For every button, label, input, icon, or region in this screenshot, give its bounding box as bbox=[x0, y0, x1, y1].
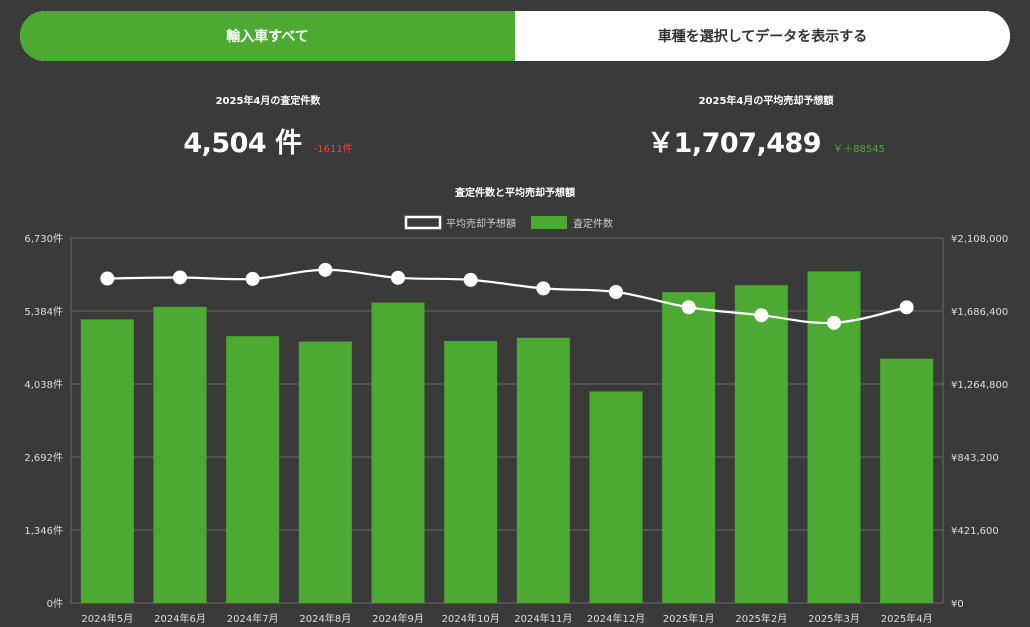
bar bbox=[662, 292, 716, 603]
bar bbox=[226, 336, 280, 603]
price-point bbox=[173, 270, 187, 285]
y-right-tick-label: ¥843,200 bbox=[951, 453, 999, 464]
y-left-tick-label: 4,038件 bbox=[24, 379, 63, 391]
bar bbox=[516, 337, 570, 603]
price-point bbox=[391, 270, 405, 285]
price-point bbox=[245, 271, 260, 286]
chart-title: 査定件数と平均売却予想額 bbox=[454, 186, 575, 199]
all-imports-tab[interactable]: 輸入車すべて bbox=[20, 11, 515, 61]
price-kpi-label: 2025年4月の平均売却予想額 bbox=[698, 96, 834, 107]
y-left-tick-label: 0件 bbox=[47, 598, 63, 610]
x-tick-label: 2024年9月 bbox=[372, 612, 424, 625]
y-right-tick-label: ¥2,108,000 bbox=[951, 234, 1008, 245]
y-right-tick-label: ¥0 bbox=[951, 599, 964, 610]
price-line bbox=[107, 268, 907, 325]
price-point bbox=[827, 315, 841, 330]
price-point bbox=[318, 262, 333, 277]
select-model-tab[interactable]: 車種を選択してデータを表示する bbox=[515, 11, 1010, 61]
price-point bbox=[754, 308, 769, 323]
x-tick-label: 2025年4月 bbox=[881, 612, 933, 625]
bar bbox=[734, 285, 788, 603]
bar bbox=[880, 358, 934, 603]
price-point bbox=[681, 300, 696, 315]
price-point bbox=[100, 271, 115, 286]
legend-label-line: 平均売却予想額 bbox=[446, 217, 516, 230]
y-right-tick-label: ¥421,600 bbox=[951, 526, 999, 537]
x-tick-label: 2024年7月 bbox=[227, 612, 279, 625]
y-left-tick-label: 6,730件 bbox=[24, 233, 63, 245]
price-kpi-value: ￥1,707,489 bbox=[647, 128, 822, 159]
price-point bbox=[463, 272, 478, 287]
x-tick-label: 2024年6月 bbox=[154, 612, 206, 625]
view-toggle: 輸入車すべて 車種を選択してデータを表示する bbox=[20, 11, 1010, 61]
bar bbox=[371, 302, 425, 603]
x-tick-label: 2025年1月 bbox=[663, 612, 715, 625]
x-tick-label: 2024年8月 bbox=[299, 612, 351, 625]
bar bbox=[444, 341, 498, 603]
legend-swatch-bar bbox=[531, 216, 567, 229]
x-tick-label: 2024年5月 bbox=[81, 612, 133, 625]
x-tick-label: 2024年11月 bbox=[514, 612, 572, 625]
legend-label-bar: 査定件数 bbox=[573, 217, 613, 230]
count-kpi-delta: -1611件 bbox=[313, 144, 353, 155]
y-right-tick-label: ¥1,264,800 bbox=[951, 380, 1008, 391]
count-kpi-label: 2025年4月の査定件数 bbox=[215, 96, 321, 107]
price-point bbox=[899, 300, 914, 315]
price-kpi: 2025年4月の平均売却予想額 ￥1,707,489 ￥＋88545 bbox=[616, 92, 916, 160]
count-kpi: 2025年4月の査定件数 4,504 件 -1611件 bbox=[118, 92, 418, 160]
bar bbox=[589, 391, 643, 603]
count-kpi-value: 4,504 件 bbox=[183, 128, 302, 159]
x-tick-label: 2024年12月 bbox=[587, 612, 645, 625]
x-tick-label: 2024年10月 bbox=[442, 612, 500, 625]
y-right-tick-label: ¥1,686,400 bbox=[951, 307, 1008, 318]
y-left-tick-label: 2,692件 bbox=[24, 452, 63, 464]
x-tick-label: 2025年3月 bbox=[808, 612, 860, 625]
y-left-tick-label: 5,384件 bbox=[24, 306, 63, 318]
price-point bbox=[536, 281, 551, 296]
x-tick-label: 2025年2月 bbox=[735, 612, 787, 625]
bar bbox=[298, 341, 352, 603]
bar bbox=[80, 319, 134, 603]
legend-swatch-line bbox=[404, 215, 442, 230]
bar bbox=[153, 306, 207, 603]
price-point bbox=[609, 285, 623, 300]
y-left-tick-label: 1,346件 bbox=[24, 525, 63, 537]
price-kpi-delta: ￥＋88545 bbox=[833, 144, 885, 155]
